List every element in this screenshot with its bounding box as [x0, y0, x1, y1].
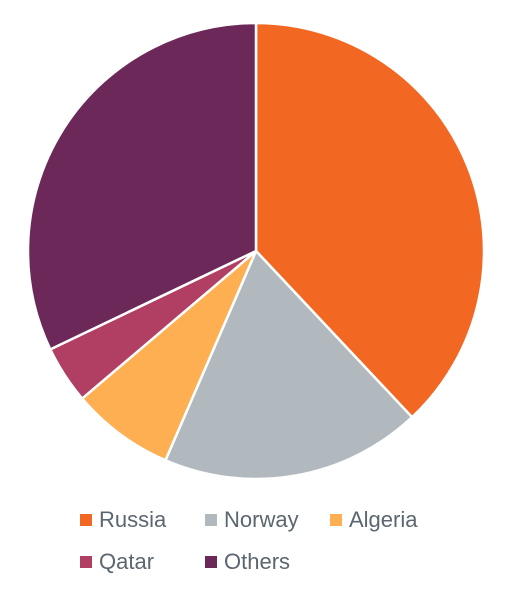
legend-label: Others [224, 549, 290, 574]
pie-slice [26, 21, 258, 352]
legend-swatch [205, 556, 217, 568]
pie-slice [254, 21, 486, 419]
legend-swatch [80, 514, 92, 526]
legend-label: Norway [224, 507, 299, 532]
legend-label: Qatar [99, 549, 154, 574]
pie-slice [80, 250, 258, 462]
legend-label: Algeria [349, 507, 418, 532]
legend-swatch [80, 556, 92, 568]
pie-slice [163, 248, 414, 481]
legend-label: Russia [99, 507, 167, 532]
legend-swatch [205, 514, 217, 526]
legend-swatch [330, 514, 342, 526]
